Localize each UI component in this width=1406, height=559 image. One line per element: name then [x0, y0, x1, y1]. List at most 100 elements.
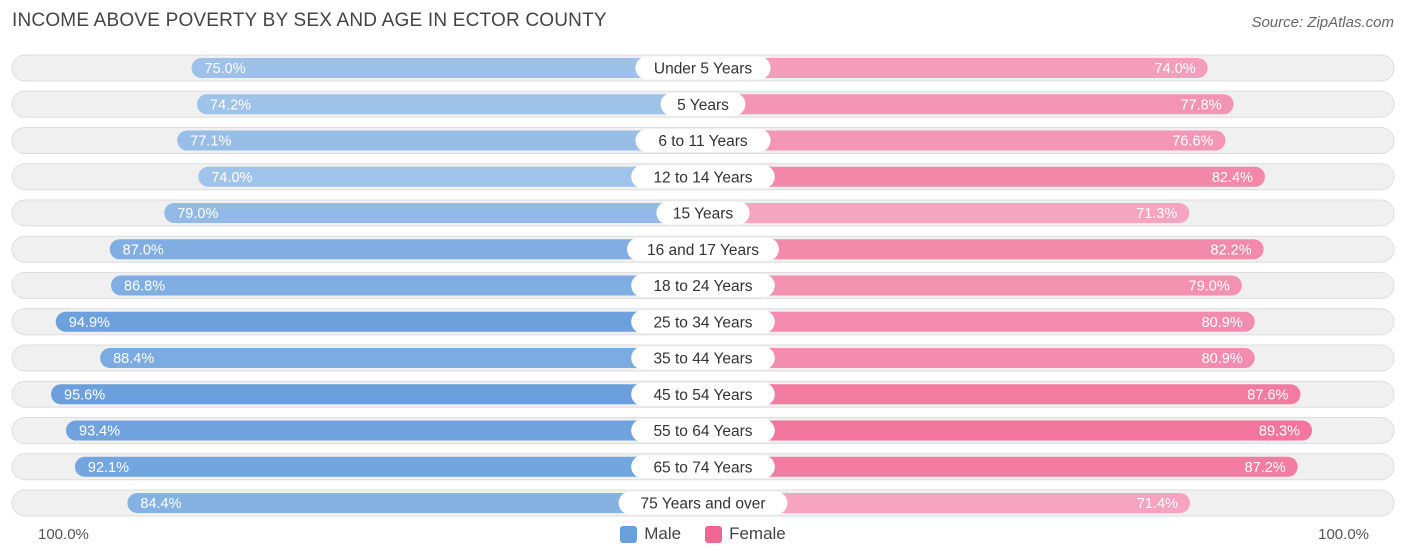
male-value-label: 84.4% [140, 496, 181, 512]
category-pill [656, 201, 750, 225]
row-12: 84.4% 71.4% 75 Years and over [11, 489, 1395, 517]
male-bar [127, 493, 704, 513]
category-label: 35 to 44 Years [653, 351, 752, 368]
female-bar [703, 456, 1298, 477]
legend-item-male[interactable]: Male [620, 524, 681, 544]
male-bar [164, 203, 704, 223]
category-label: 55 to 64 Years [653, 423, 752, 440]
female-value-label: 82.2% [1210, 242, 1251, 258]
male-value-label: 77.1% [190, 134, 231, 150]
female-value-label: 74.0% [1155, 61, 1196, 77]
source-note: Source: ZipAtlas.com [1251, 14, 1394, 31]
row-3: 74.0% 82.4% 12 to 14 Years [11, 163, 1395, 191]
female-bar [703, 94, 1234, 115]
male-bar [111, 275, 704, 296]
female-value-label: 82.4% [1212, 170, 1253, 186]
male-bar [100, 348, 703, 368]
category-pill [631, 310, 775, 334]
male-value-label: 75.0% [205, 61, 246, 77]
category-label: Under 5 Years [654, 61, 752, 78]
legend: Male Female [0, 524, 1406, 544]
male-bar [191, 58, 703, 78]
male-value-label: 95.6% [64, 387, 105, 403]
male-bar [198, 166, 703, 187]
category-label: 45 to 54 Years [653, 387, 752, 404]
row-11: 92.1% 87.2% 65 to 74 Years [11, 453, 1395, 481]
category-label: 16 and 17 Years [647, 242, 759, 259]
row-0: 75.0% 74.0% Under 5 Years [11, 54, 1395, 82]
male-value-label: 87.0% [123, 242, 164, 258]
row-4: 79.0% 71.3% 15 Years [11, 199, 1395, 227]
category-pill [631, 382, 775, 406]
female-value-label: 77.8% [1180, 97, 1221, 113]
category-pill [635, 56, 771, 80]
row-7: 94.9% 80.9% 25 to 34 Years [11, 308, 1395, 336]
male-value-label: 74.0% [211, 170, 252, 186]
female-bar [703, 384, 1301, 405]
female-bar [703, 239, 1264, 260]
male-bar [196, 94, 703, 115]
male-bar [109, 239, 703, 260]
female-bar [703, 311, 1255, 332]
female-bar [703, 493, 1190, 513]
row-2: 77.1% 76.6% 6 to 11 Years [11, 127, 1395, 154]
female-value-label: 71.3% [1136, 206, 1177, 222]
axis-right-label: 100.0% [1318, 526, 1369, 543]
category-pill [631, 165, 775, 189]
female-bar [703, 58, 1208, 78]
female-bar [703, 275, 1242, 296]
male-bar [74, 456, 704, 477]
legend-item-female[interactable]: Female [705, 524, 786, 544]
category-pill [627, 237, 779, 261]
female-bar [703, 203, 1190, 223]
category-pill [631, 419, 775, 442]
female-value-label: 71.4% [1137, 496, 1178, 512]
male-value-label: 79.0% [177, 206, 218, 222]
chart-area: 75.0% 74.0% Under 5 Years 74.2% 77.8% 5 Years… [11, 54, 1395, 517]
category-label: 65 to 74 Years [653, 459, 752, 476]
row-6: 86.8% 79.0% 18 to 24 Years [11, 272, 1395, 299]
female-value-label: 76.6% [1172, 134, 1213, 150]
category-pill [631, 274, 775, 297]
row-1: 74.2% 77.8% 5 Years [11, 90, 1395, 118]
male-value-label: 88.4% [113, 351, 154, 367]
male-value-label: 92.1% [88, 460, 129, 476]
female-value-label: 87.6% [1247, 387, 1288, 403]
female-bar [703, 420, 1313, 441]
category-pill [618, 491, 788, 515]
legend-swatch-male [620, 525, 638, 543]
category-label: 6 to 11 Years [658, 133, 748, 150]
row-5: 87.0% 82.2% 16 and 17 Years [11, 235, 1395, 263]
category-label: 15 Years [673, 206, 734, 223]
male-bar [55, 311, 704, 332]
male-value-label: 94.9% [69, 315, 110, 331]
legend-label-female: Female [729, 524, 786, 543]
male-value-label: 86.8% [124, 279, 165, 295]
row-10: 93.4% 89.3% 55 to 64 Years [11, 417, 1395, 444]
category-label: 5 Years [677, 97, 729, 114]
male-value-label: 74.2% [210, 97, 251, 113]
chart-title: INCOME ABOVE POVERTY BY SEX AND AGE IN E… [12, 10, 607, 31]
category-label: 18 to 24 Years [653, 278, 752, 295]
male-value-label: 93.4% [79, 424, 120, 440]
female-bar [703, 166, 1265, 187]
female-value-label: 89.3% [1259, 424, 1300, 440]
male-bar [66, 420, 703, 441]
category-pill [635, 129, 771, 152]
female-value-label: 80.9% [1202, 315, 1243, 331]
male-bar [51, 384, 704, 405]
female-value-label: 87.2% [1245, 460, 1286, 476]
category-label: 25 to 34 Years [653, 314, 752, 331]
category-label: 75 Years and over [641, 496, 766, 513]
category-pill [660, 92, 746, 116]
female-bar [703, 130, 1226, 151]
female-value-label: 79.0% [1189, 279, 1230, 295]
category-pill [631, 455, 775, 479]
male-bar [177, 130, 704, 151]
category-pill [631, 346, 775, 370]
female-bar [703, 348, 1255, 368]
category-label: 12 to 14 Years [653, 169, 752, 186]
legend-swatch-female [705, 525, 723, 543]
row-8: 88.4% 80.9% 35 to 44 Years [11, 344, 1395, 372]
legend-label-male: Male [644, 524, 682, 543]
